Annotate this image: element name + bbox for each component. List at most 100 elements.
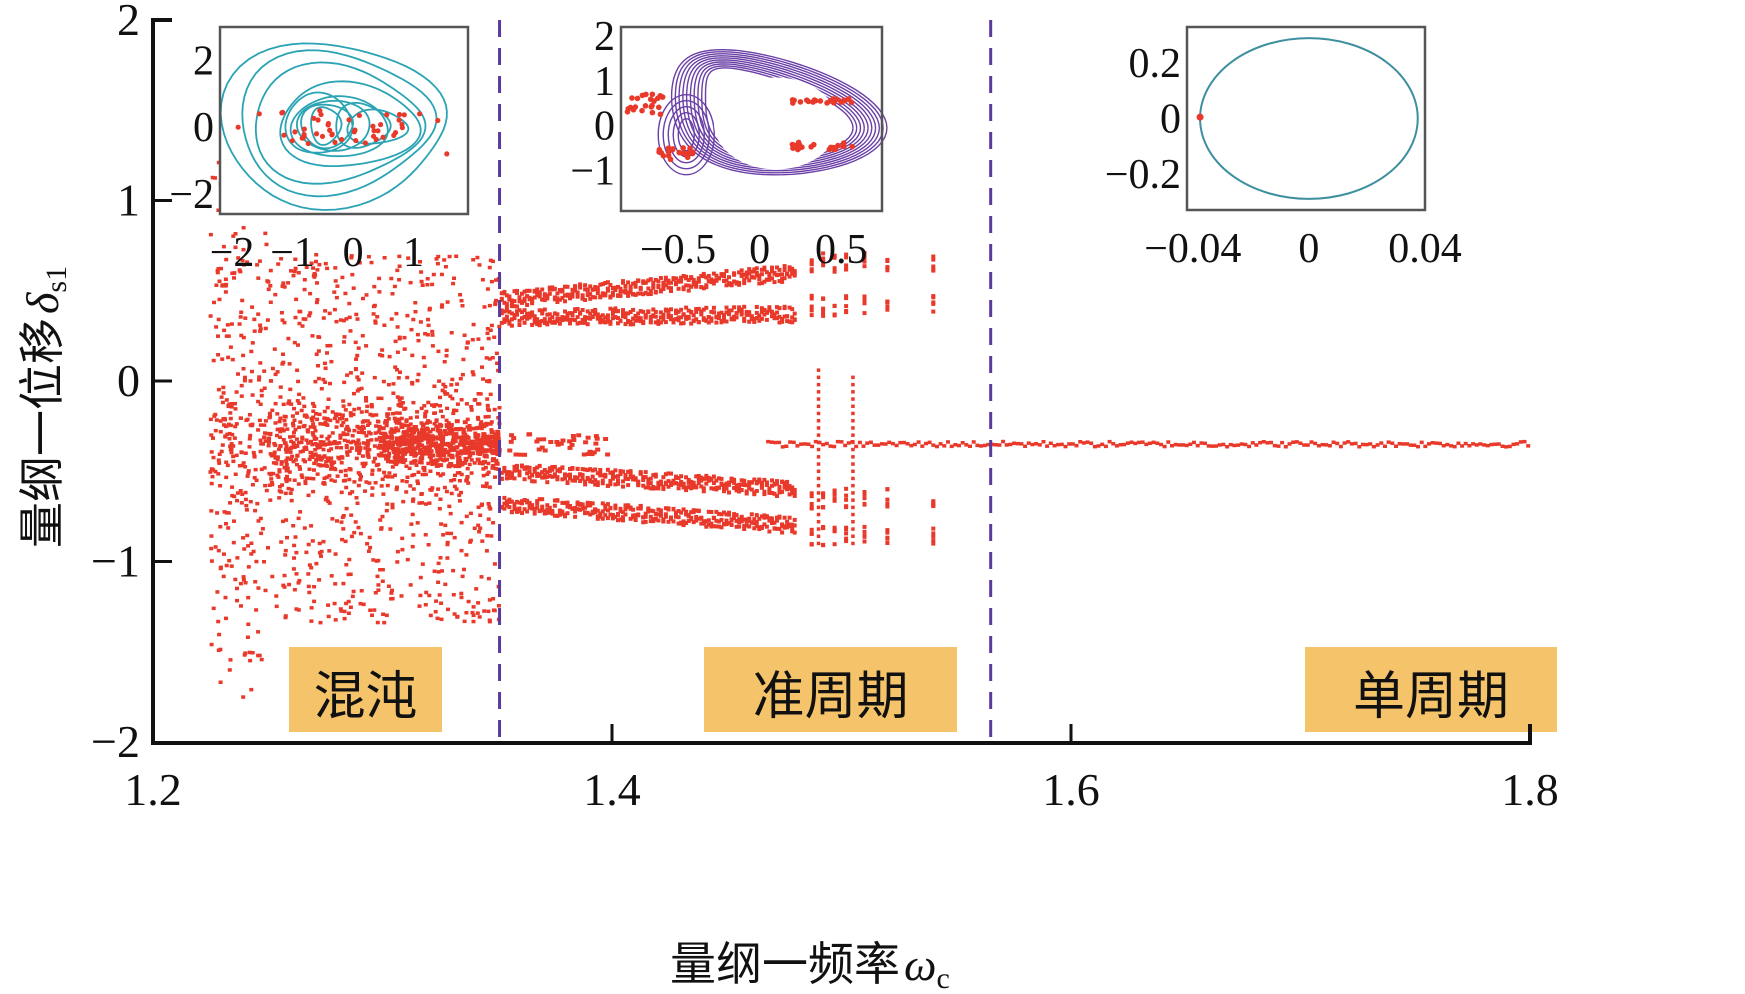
bifurcation-point: [221, 391, 226, 395]
bifurcation-point: [643, 514, 648, 519]
bifurcation-point: [1111, 442, 1116, 446]
bifurcation-point: [252, 455, 257, 459]
bifurcation-point: [257, 418, 262, 423]
bifurcation-point: [696, 320, 701, 325]
bifurcation-point: [491, 463, 496, 468]
bifurcation-point: [432, 411, 437, 415]
bifurcation-point: [382, 453, 388, 458]
bifurcation-point: [537, 292, 542, 297]
bifurcation-point: [308, 311, 313, 315]
bifurcation-point: [416, 481, 420, 486]
bifurcation-point: [263, 231, 268, 236]
bifurcation-point: [257, 259, 262, 263]
bifurcation-point: [284, 450, 289, 454]
bifurcation-point: [438, 404, 442, 408]
bifurcation-point: [369, 438, 374, 442]
bifurcation-point: [256, 276, 261, 280]
x-tick-label: 1.4: [583, 764, 641, 815]
bifurcation-point: [440, 569, 444, 573]
bifurcation-point: [258, 323, 263, 327]
bifurcation-point: [465, 475, 470, 479]
bifurcation-point: [1221, 442, 1226, 447]
bifurcation-point: [719, 517, 724, 522]
bifurcation-point: [575, 466, 580, 471]
bifurcation-point: [251, 549, 256, 554]
bifurcation-point: [386, 584, 391, 588]
bifurcation-point: [257, 653, 262, 658]
bifurcation-point: [436, 471, 440, 476]
bifurcation-point: [344, 427, 349, 431]
bifurcation-point: [598, 318, 603, 323]
bifurcation-point: [706, 320, 711, 325]
bifurcation-point: [499, 311, 504, 316]
bifurcation-point: [540, 319, 545, 323]
bifurcation-point: [216, 208, 221, 212]
bifurcation-point: [437, 379, 442, 383]
bifurcation-point: [486, 517, 491, 521]
bifurcation-point: [283, 423, 288, 427]
bifurcation-point: [315, 417, 320, 422]
bifurcation-point: [481, 449, 487, 454]
bifurcation-point: [438, 497, 443, 501]
bifurcation-point: [689, 276, 694, 280]
bifurcation-point: [527, 432, 533, 437]
bifurcation-point: [230, 432, 235, 437]
bifurcation-point: [512, 476, 517, 481]
bifurcation-point: [241, 536, 246, 540]
bifurcation-point: [284, 462, 289, 467]
bifurcation-point: [507, 505, 512, 510]
bifurcation-point: [542, 448, 548, 453]
bifurcation-point: [1159, 442, 1163, 447]
bifurcation-point: [759, 267, 764, 272]
bifurcation-point: [308, 476, 313, 481]
bifurcation-point: [245, 260, 250, 264]
bifurcation-point: [310, 431, 315, 435]
bifurcation-point: [319, 549, 324, 554]
bifurcation-point: [217, 632, 222, 637]
bifurcation-points: [208, 151, 1531, 699]
bifurcation-point: [299, 408, 304, 413]
bifurcation-point: [732, 477, 737, 482]
bifurcation-point: [228, 444, 233, 449]
bifurcation-point: [381, 612, 386, 616]
bifurcation-point: [395, 395, 400, 399]
bifurcation-point: [265, 318, 270, 322]
bifurcation-point: [467, 455, 472, 459]
bifurcation-point: [461, 460, 467, 465]
bifurcation-point: [491, 521, 496, 525]
bifurcation-point: [638, 309, 643, 314]
bifurcation-point: [494, 458, 499, 463]
bifurcation-point: [613, 309, 618, 314]
bifurcation-point: [1302, 443, 1307, 447]
bifurcation-point: [832, 529, 837, 534]
bifurcation-point: [371, 460, 376, 464]
bifurcation-point: [628, 506, 633, 511]
bifurcation-point: [476, 601, 481, 605]
bifurcation-point: [445, 540, 450, 545]
bifurcation-point: [1243, 442, 1248, 447]
bifurcation-point: [754, 266, 759, 271]
inset-curves: [219, 42, 448, 211]
bifurcation-point: [375, 620, 380, 625]
bifurcation-point: [463, 446, 469, 451]
bifurcation-point: [844, 266, 849, 271]
bifurcation-point: [580, 502, 585, 507]
bifurcation-point: [309, 619, 314, 623]
bifurcation-point: [231, 540, 236, 545]
bifurcation-point: [770, 269, 774, 274]
bifurcation-point: [742, 272, 747, 277]
bifurcation-point: [872, 443, 877, 447]
poincare-point: [391, 132, 397, 138]
bifurcation-point: [773, 440, 778, 445]
bifurcation-point: [610, 470, 615, 475]
bifurcation-point: [780, 279, 785, 284]
bifurcation-point: [279, 427, 283, 431]
bifurcation-point: [912, 442, 917, 447]
bifurcation-point: [844, 505, 849, 510]
bifurcation-point: [787, 515, 792, 520]
bifurcation-point: [1236, 443, 1241, 447]
bifurcation-point: [470, 370, 475, 374]
bifurcation-point: [1316, 444, 1321, 448]
bifurcation-point: [419, 432, 424, 437]
bifurcation-point: [790, 491, 795, 496]
